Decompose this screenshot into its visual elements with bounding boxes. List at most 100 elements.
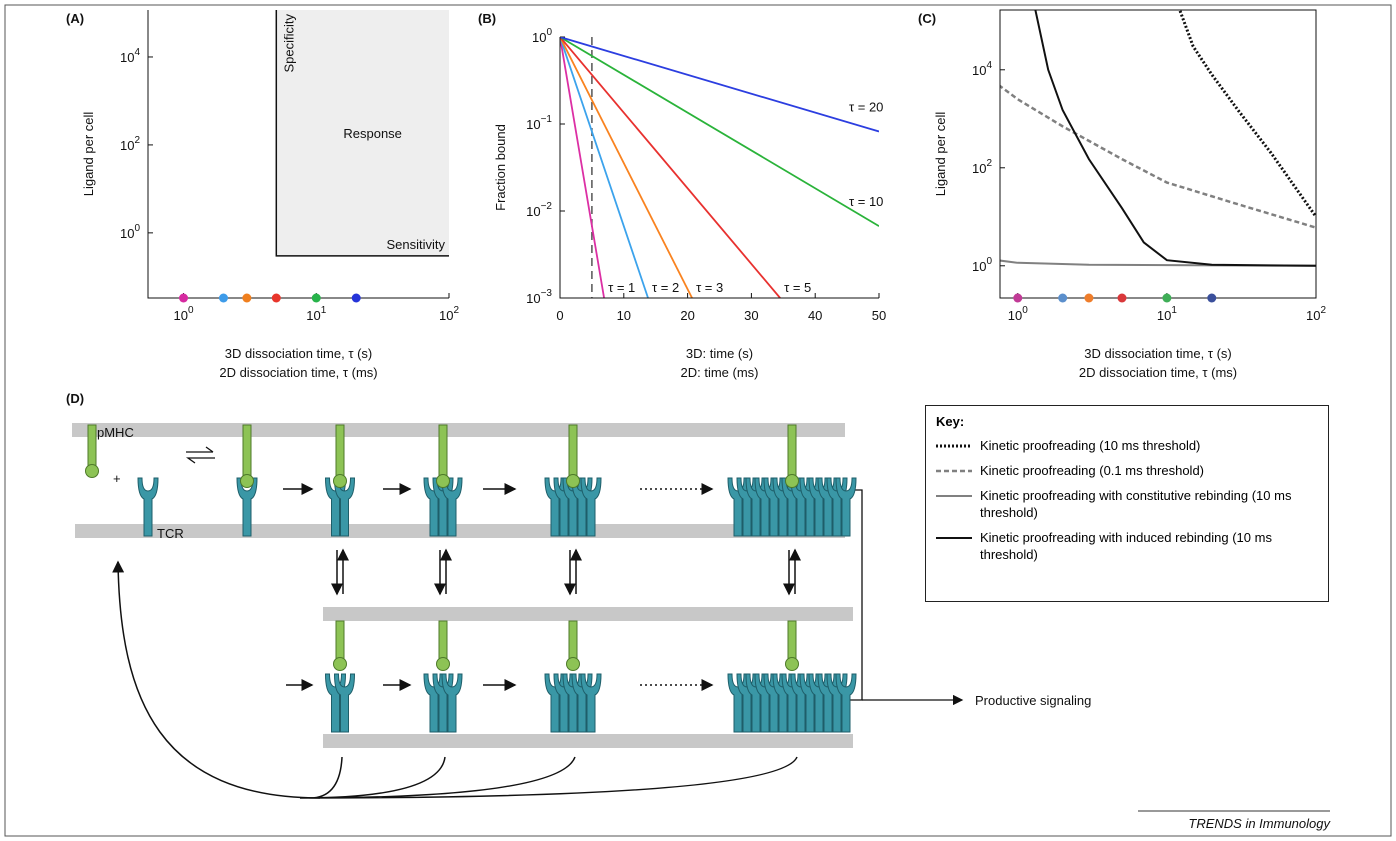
x-tick-label: 101 [306,305,326,323]
tick-exponent: 0 [188,305,194,316]
region-label: Response [343,126,402,141]
chart: (A) Ligand per cell 3D dissociation time, … [66,10,459,380]
pmhc-stem [438,424,448,477]
tick-exponent: 2 [453,305,459,316]
pmhc-head [566,657,580,671]
tick-base: 10 [972,259,986,274]
region-label: Specificity [282,14,297,73]
y-tick-label: 104 [120,47,140,65]
series-line [1034,10,1316,267]
legend-swatch [936,444,972,448]
x-axis-label: 2D dissociation time, τ (ms) [219,365,377,380]
panel-title: (C) [918,11,936,26]
y-tick-label: 102 [120,135,140,153]
pmhc-head [240,474,254,488]
point [242,293,252,303]
x-axis-label: 3D dissociation time, τ (s) [225,346,372,361]
x-axis-label: 3D dissociation time, τ (s) [1084,346,1231,361]
tick-base: 10 [972,63,986,78]
pmhc-head [785,474,799,488]
legend-label: Kinetic proofreading (0.1 ms threshold) [980,463,1205,478]
pmhc-stem [242,424,252,477]
x-axis-label: 2D: time (ms) [681,365,759,380]
series-label: τ = 10 [849,194,883,209]
pmhc-stem [335,620,345,660]
pmhc-head [436,474,450,488]
point [351,293,361,303]
feedback-arrow [112,560,321,799]
tick-exponent: 1 [321,305,327,316]
pmhc-stem [438,620,448,660]
pmhc-head [436,657,450,671]
point [1162,293,1172,303]
footer: TRENDS in Immunology [1188,816,1331,831]
series-line [560,37,781,298]
pmhc-head [333,474,347,488]
legend-swatch [936,469,972,473]
x-tick-label: 100 [174,305,194,323]
point [218,293,228,303]
x-tick-label: 20 [680,308,694,323]
point [311,293,321,303]
x-axis-label: 2D dissociation time, τ (ms) [1079,365,1237,380]
point [1058,293,1068,303]
tick-base: 10 [120,226,134,241]
legend-label: Kinetic proofreading with constitutive r… [980,488,1292,520]
tick-exponent: 2 [986,158,992,169]
tick-base: 10 [306,308,320,323]
legend: Key: Kinetic proofreading (10 ms threshol… [925,405,1329,602]
legend-swatch [936,495,972,497]
tick-exponent: 0 [986,256,992,267]
x-tick-label: 102 [1306,305,1326,323]
tick-base: 10 [526,204,540,219]
y-tick-label: 100 [120,223,140,241]
tick-exponent: 0 [134,223,140,234]
x-tick-label: 50 [872,308,886,323]
region-edge [275,10,449,257]
tick-exponent: −1 [541,114,553,125]
y-axis-label: Ligand per cell [81,112,96,197]
x-tick-label: 101 [1157,305,1177,323]
tick-base: 10 [120,138,134,153]
pmhc-stem [787,620,797,660]
series-line [560,37,605,298]
pmhc-stem [568,620,578,660]
point [179,293,189,303]
legend-swatch [936,537,972,539]
series-label: τ = 2 [652,280,679,295]
tick-base: 10 [439,308,453,323]
series-line [560,37,879,227]
x-tick-label: 40 [808,308,822,323]
series-label: τ = 3 [696,280,723,295]
tick-exponent: 0 [1022,305,1028,316]
tick-base: 10 [526,117,540,132]
tick-exponent: 1 [1171,305,1177,316]
tick-base: 10 [1008,308,1022,323]
pmhc-head [333,657,347,671]
tick-base: 10 [532,30,546,45]
series-line [1178,10,1316,218]
series-label: τ = 5 [784,280,811,295]
legend-entry: Kinetic proofreading (10 ms threshold) [936,437,1318,454]
chart: (B) Fraction bound 3D: time (s) 2D: time (m… [478,11,886,380]
series-line [1000,259,1316,267]
tick-exponent: 4 [986,60,992,71]
tick-base: 10 [1306,308,1320,323]
point [1207,293,1217,303]
diagram: (D) pMHC + TCR Productive signaling [66,391,1091,799]
axis [559,37,879,299]
x-tick-label: 0 [556,308,563,323]
y-tick-label: 10−3 [526,288,552,306]
point [1117,293,1127,303]
pmhc-stem [87,424,97,467]
legend-label: Kinetic proofreading with induced rebind… [980,530,1272,562]
point [271,293,281,303]
tick-exponent: 2 [1320,305,1326,316]
tick-exponent: −3 [541,288,553,299]
x-tick-label: 100 [1008,305,1028,323]
pmhc-head [85,464,99,478]
pmhc-head [785,657,799,671]
point [1084,293,1094,303]
tick-exponent: 4 [134,47,140,58]
